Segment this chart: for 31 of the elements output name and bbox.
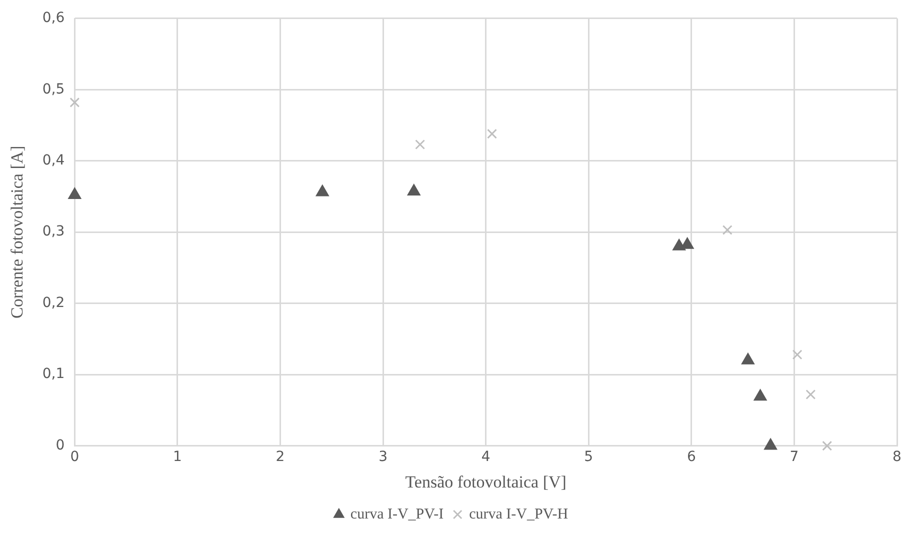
- x-tick-label: 3: [378, 448, 388, 465]
- point: [754, 389, 767, 401]
- x-tick-label: 4: [481, 448, 490, 465]
- y-tick-label: 0: [56, 437, 65, 454]
- y-tick-label: 0,4: [42, 152, 65, 169]
- point: [722, 224, 732, 235]
- x-tick-label: 5: [584, 448, 594, 465]
- point: [415, 139, 426, 150]
- point: [68, 188, 82, 200]
- y-tick-label: 0,2: [42, 294, 65, 311]
- point: [680, 237, 694, 249]
- y-tick-label: 0,6: [42, 10, 65, 26]
- point: [487, 128, 497, 139]
- x-tick-label: 1: [172, 448, 182, 465]
- x-tick-label: 6: [686, 448, 696, 465]
- x-tick-label: 0: [70, 448, 80, 465]
- point: [741, 352, 755, 364]
- x-tick-label: 2: [276, 448, 285, 465]
- point: [407, 184, 420, 196]
- legend-label: curva I-V_PV-H: [469, 506, 568, 522]
- x-axis-title: Tensão fotovoltaica [V]: [405, 472, 566, 492]
- legend-label: curva I-V_PV-I: [350, 506, 444, 522]
- x-tick-label: 7: [790, 448, 799, 465]
- x-tick-label: 8: [892, 448, 902, 465]
- y-axis-title: Corrente fotovoltaica [A]: [8, 146, 27, 318]
- point: [764, 438, 778, 450]
- y-tick-label: 0,3: [42, 224, 65, 240]
- y-tick-label: 0,5: [42, 81, 65, 98]
- point: [316, 184, 329, 196]
- y-tick-label: 0,1: [42, 366, 65, 382]
- point: [70, 97, 80, 108]
